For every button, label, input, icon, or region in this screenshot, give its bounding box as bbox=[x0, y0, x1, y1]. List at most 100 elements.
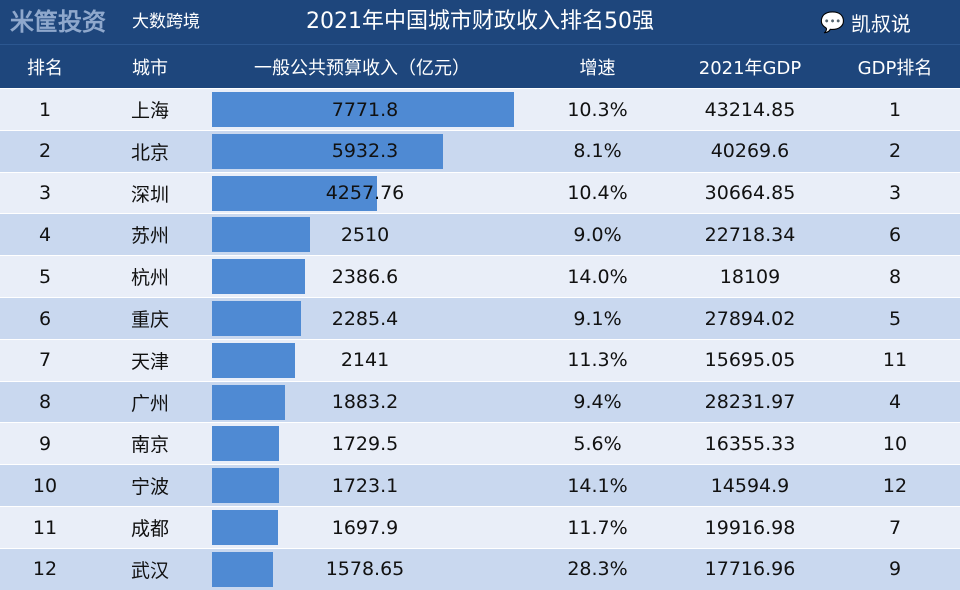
rank-cell: 8 bbox=[38, 391, 52, 414]
gdp-cell: 40269.6 bbox=[710, 140, 790, 163]
revenue-value: 2386.6 bbox=[331, 265, 399, 288]
gdp-cell: 19916.98 bbox=[704, 516, 796, 539]
table-row: 9 南京 1729.5 5.6% 16355.33 10 bbox=[0, 422, 960, 465]
gdp-cell: 28231.97 bbox=[704, 391, 796, 414]
gdp-cell: 22718.34 bbox=[704, 223, 796, 246]
revenue-bar bbox=[212, 342, 296, 378]
revenue-value: 1697.9 bbox=[331, 516, 399, 539]
header-gdp: 2021年GDP bbox=[698, 58, 802, 79]
gdp-cell: 14594.9 bbox=[710, 474, 790, 497]
revenue-value: 1578.65 bbox=[325, 558, 405, 581]
rank-cell: 9 bbox=[38, 432, 52, 455]
gdp-rank-cell: 12 bbox=[882, 474, 908, 497]
revenue-bar bbox=[212, 301, 301, 336]
rank-cell: 11 bbox=[32, 516, 58, 539]
growth-cell: 9.0% bbox=[573, 223, 622, 246]
growth-cell: 14.0% bbox=[567, 265, 628, 288]
gdp-cell: 43214.85 bbox=[704, 98, 796, 121]
rank-cell: 6 bbox=[38, 307, 52, 330]
rank-cell: 3 bbox=[38, 182, 52, 205]
growth-cell: 9.4% bbox=[573, 391, 622, 414]
growth-cell: 10.3% bbox=[567, 98, 628, 121]
gdp-cell: 30664.85 bbox=[704, 182, 796, 205]
table-row: 12 武汉 1578.65 28.3% 17716.96 9 bbox=[0, 547, 960, 590]
dashu-watermark-text: 大数跨境 bbox=[132, 12, 200, 32]
rank-cell: 5 bbox=[38, 265, 52, 288]
gdp-rank-cell: 3 bbox=[888, 182, 902, 205]
city-cell: 上海 bbox=[130, 100, 169, 122]
gdp-cell: 16355.33 bbox=[704, 432, 796, 455]
table-row: 2 北京 5932.3 8.1% 40269.6 2 bbox=[0, 129, 960, 172]
table-row: 1 上海 7771.8 10.3% 43214.85 1 bbox=[0, 88, 960, 130]
revenue-value: 2285.4 bbox=[331, 307, 399, 330]
revenue-bar bbox=[212, 133, 443, 169]
gdp-cell: 18109 bbox=[719, 265, 781, 288]
growth-cell: 28.3% bbox=[567, 558, 628, 581]
revenue-value: 1723.1 bbox=[331, 474, 399, 497]
gdp-rank-cell: 2 bbox=[888, 140, 902, 163]
watermark-logo: 米筐投资 bbox=[10, 8, 106, 36]
gdp-rank-cell: 11 bbox=[882, 349, 908, 372]
growth-cell: 10.4% bbox=[567, 182, 628, 205]
revenue-value: 7771.8 bbox=[331, 98, 399, 121]
city-cell: 南京 bbox=[130, 434, 169, 457]
revenue-bar bbox=[212, 510, 278, 545]
gdp-rank-cell: 5 bbox=[888, 307, 902, 330]
city-cell: 广州 bbox=[130, 392, 169, 415]
revenue-value: 1883.2 bbox=[331, 391, 399, 414]
gdp-cell: 15695.05 bbox=[704, 349, 796, 372]
revenue-bar bbox=[212, 426, 280, 462]
city-cell: 深圳 bbox=[130, 183, 169, 206]
gdp-rank-cell: 9 bbox=[888, 558, 902, 581]
city-cell: 宁波 bbox=[130, 476, 169, 499]
revenue-bar bbox=[212, 551, 274, 587]
city-cell: 成都 bbox=[130, 518, 169, 540]
city-cell: 北京 bbox=[130, 141, 169, 164]
table-row: 8 广州 1883.2 9.4% 28231.97 4 bbox=[0, 380, 960, 423]
table-row: 4 苏州 2510 9.0% 22718.34 6 bbox=[0, 213, 960, 256]
revenue-bar bbox=[212, 217, 310, 253]
rank-cell: 2 bbox=[38, 140, 52, 163]
revenue-value: 2141 bbox=[340, 349, 390, 372]
growth-cell: 14.1% bbox=[567, 474, 628, 497]
wechat-watermark-text: 凯叔说 bbox=[850, 11, 911, 36]
table-row: 6 重庆 2285.4 9.1% 27894.02 5 bbox=[0, 297, 960, 339]
gdp-cell: 27894.02 bbox=[704, 307, 796, 330]
gdp-rank-cell: 1 bbox=[888, 98, 902, 121]
revenue-bar bbox=[212, 259, 305, 295]
gdp-rank-cell: 6 bbox=[888, 223, 902, 246]
revenue-bar bbox=[212, 468, 279, 504]
revenue-value: 4257.76 bbox=[325, 182, 405, 205]
table-row: 5 杭州 2386.6 14.0% 18109 8 bbox=[0, 255, 960, 298]
revenue-value: 5932.3 bbox=[331, 140, 399, 163]
header-city: 城市 bbox=[132, 58, 168, 79]
rank-cell: 4 bbox=[38, 223, 52, 246]
header-row: 排名 城市 一般公共预算收入（亿元） 增速 2021年GDP GDP排名 bbox=[0, 44, 960, 89]
table-row: 7 天津 2141 11.3% 15695.05 11 bbox=[0, 338, 960, 381]
gdp-rank-cell: 8 bbox=[888, 265, 902, 288]
revenue-bar bbox=[212, 384, 286, 420]
table-row: 10 宁波 1723.1 14.1% 14594.9 12 bbox=[0, 464, 960, 507]
header-rank: 排名 bbox=[27, 58, 63, 79]
growth-cell: 11.7% bbox=[567, 516, 628, 539]
growth-cell: 9.1% bbox=[573, 307, 622, 330]
revenue-value: 2510 bbox=[340, 223, 390, 246]
gdp-rank-cell: 7 bbox=[888, 516, 902, 539]
growth-cell: 5.6% bbox=[573, 432, 622, 455]
table-title: 2021年中国城市财政收入排名50强 bbox=[0, 0, 960, 44]
revenue-bar bbox=[212, 92, 514, 127]
rank-cell: 7 bbox=[38, 349, 52, 372]
city-cell: 苏州 bbox=[130, 225, 169, 248]
gdp-rank-cell: 10 bbox=[882, 432, 908, 455]
header-gdp-rank: GDP排名 bbox=[857, 58, 933, 79]
table-row: 11 成都 1697.9 11.7% 19916.98 7 bbox=[0, 506, 960, 548]
gdp-cell: 17716.96 bbox=[704, 558, 796, 581]
header-revenue: 一般公共预算收入（亿元） bbox=[254, 58, 470, 79]
revenue-bar bbox=[212, 175, 378, 211]
gdp-rank-cell: 4 bbox=[888, 391, 902, 414]
wechat-icon: 💬 bbox=[820, 10, 845, 34]
rank-cell: 12 bbox=[32, 558, 58, 581]
revenue-value: 1729.5 bbox=[331, 432, 399, 455]
wechat-watermark: 💬 凯叔说 bbox=[820, 0, 911, 44]
